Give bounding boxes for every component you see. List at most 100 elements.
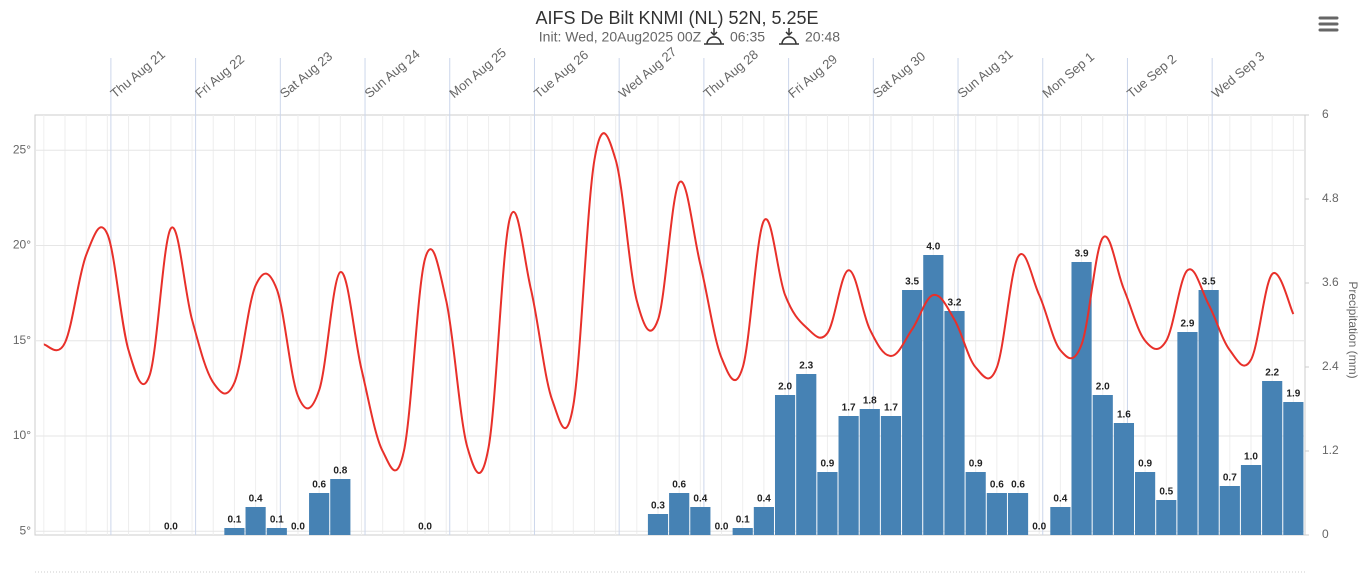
precip-label: 3.9 [1075, 249, 1089, 260]
precip-bar [245, 507, 266, 535]
precip-label: 0.1 [227, 515, 241, 526]
x-tick-label: Thu Aug 21 [107, 47, 168, 101]
precip-bar [880, 416, 902, 535]
x-tick-label: Thu Aug 28 [700, 47, 761, 101]
precip-bar [859, 409, 880, 535]
precip-bar [309, 493, 330, 535]
precip-label: 0.6 [672, 480, 686, 491]
y2-axis-title: Precipitation (mm) [1346, 281, 1360, 378]
precip-bar [1156, 500, 1177, 535]
precip-bar [753, 507, 774, 535]
y2-tick-label: 6 [1322, 107, 1329, 121]
precip-bar [1050, 507, 1071, 535]
precip-label: 0.6 [1011, 480, 1025, 491]
precip-bar [224, 528, 245, 535]
precip-label: 0.0 [164, 522, 178, 533]
x-tick-label: Mon Sep 1 [1039, 49, 1097, 101]
precip-bar [1135, 472, 1156, 535]
x-tick-label: Sat Aug 30 [870, 49, 928, 101]
precip-label: 0.0 [291, 522, 305, 533]
y-tick-label: 5° [20, 523, 32, 537]
precip-label: 0.9 [969, 459, 983, 470]
sunset-icon [779, 28, 799, 45]
precip-label: 2.9 [1181, 319, 1195, 330]
y-tick-label: 15° [13, 333, 31, 347]
precip-label: 3.5 [905, 277, 919, 288]
precip-bar [1198, 290, 1219, 535]
precip-label: 0.7 [1223, 473, 1237, 484]
precip-bar [1177, 332, 1198, 535]
precip-bar [1240, 465, 1262, 535]
x-tick-label: Fri Aug 22 [192, 51, 247, 101]
precip-label: 0.4 [1053, 494, 1067, 505]
y2-tick-label: 3.6 [1322, 275, 1339, 289]
x-tick-label: Wed Aug 27 [616, 44, 680, 101]
y-tick-label: 20° [13, 238, 31, 252]
x-tick-label: Sat Aug 23 [277, 49, 335, 101]
precip-label: 1.9 [1286, 389, 1300, 400]
precip-label: 1.6 [1117, 410, 1131, 421]
precip-bar [923, 255, 944, 535]
precip-label: 0.5 [1159, 487, 1173, 498]
x-tick-label: Wed Sep 3 [1209, 48, 1268, 101]
sunrise-time: 06:35 [730, 29, 765, 45]
y2-tick-label: 4.8 [1322, 191, 1339, 205]
precip-label: 0.3 [651, 501, 665, 512]
precip-bar [902, 290, 923, 535]
precip-label: 1.8 [863, 396, 877, 407]
precip-label: 0.4 [249, 494, 263, 505]
precip-bar [1262, 381, 1283, 535]
x-tick-label: Tue Aug 26 [531, 47, 591, 101]
precip-label: 1.7 [842, 403, 856, 414]
precip-label: 2.2 [1265, 368, 1279, 379]
precip-label: 3.2 [948, 298, 962, 309]
temperature-line [43, 132, 1295, 474]
precip-bar [266, 528, 287, 535]
precip-label: 1.7 [884, 403, 898, 414]
precip-label: 4.0 [926, 242, 940, 253]
precip-label: 0.0 [418, 522, 432, 533]
y-tick-label: 25° [13, 142, 31, 156]
precip-bar [1071, 262, 1092, 535]
precip-bar [1219, 486, 1240, 535]
y2-tick-label: 2.4 [1322, 359, 1339, 373]
precip-label: 0.8 [333, 466, 347, 477]
precip-bar [1007, 493, 1029, 535]
precip-label: 2.3 [799, 361, 813, 372]
precip-label: 0.6 [312, 480, 326, 491]
x-tick-label: Tue Sep 2 [1124, 51, 1179, 101]
sunset-time: 20:48 [805, 29, 840, 45]
sunrise-icon [704, 28, 724, 45]
precip-label: 2.0 [1096, 382, 1110, 393]
precip-label: 0.4 [757, 494, 771, 505]
precip-bar [1113, 423, 1135, 535]
x-tick-label: Mon Aug 25 [446, 45, 509, 101]
menu-button[interactable] [1314, 12, 1342, 36]
precip-label: 0.4 [693, 494, 707, 505]
precip-bar [944, 311, 965, 535]
precip-bar [774, 395, 796, 535]
y2-tick-label: 1.2 [1322, 443, 1339, 457]
precip-label: 0.0 [715, 522, 729, 533]
temperature [43, 132, 1295, 474]
precipitation-bars [224, 255, 1304, 535]
precip-label: 2.0 [778, 382, 792, 393]
x-tick-label: Fri Aug 29 [785, 51, 840, 101]
precip-label: 3.5 [1202, 277, 1216, 288]
precip-label: 0.1 [736, 515, 750, 526]
precip-bar [330, 479, 351, 535]
precip-label: 1.0 [1244, 452, 1258, 463]
precip-bar [690, 507, 711, 535]
chart-subtitle: Init: Wed, 20Aug2025 00Z [539, 29, 702, 45]
y-tick-label: 10° [13, 428, 31, 442]
x-tick-label: Sun Aug 24 [362, 46, 423, 101]
precip-bar [669, 493, 690, 535]
precip-bar [965, 472, 986, 535]
x-tick-label: Sun Aug 31 [955, 46, 1016, 101]
precip-label: 0.0 [1032, 522, 1046, 533]
precip-label: 0.6 [990, 480, 1004, 491]
y2-tick-label: 0 [1322, 527, 1329, 541]
precip-bar [1092, 395, 1113, 535]
precip-bar [986, 493, 1007, 535]
